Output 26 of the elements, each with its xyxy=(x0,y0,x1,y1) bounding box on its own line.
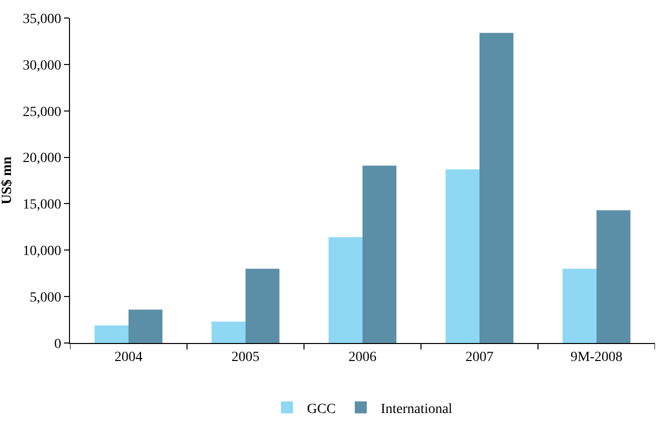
bar xyxy=(596,210,630,343)
y-tick-label: 20,000 xyxy=(22,151,62,166)
y-tick-label: 30,000 xyxy=(22,58,62,74)
y-tick-label: 0 xyxy=(54,336,62,352)
y-tick-label: 15,000 xyxy=(22,198,62,213)
bar xyxy=(212,322,246,343)
legend-label: International xyxy=(380,402,452,417)
bar xyxy=(328,237,362,343)
y-tick-label: 10,000 xyxy=(22,244,62,260)
y-tick-label: 25,000 xyxy=(22,104,62,120)
y-tick-label: 35,000 xyxy=(22,12,62,27)
y-axis-title: US$ mn xyxy=(0,156,15,204)
bar xyxy=(480,32,514,343)
x-tick-label: 2004 xyxy=(114,350,142,365)
bar xyxy=(562,268,596,343)
x-tick-label: 2007 xyxy=(466,350,494,365)
x-tick-label: 2005 xyxy=(232,350,260,365)
bar xyxy=(446,169,480,343)
legend-label: GCC xyxy=(307,402,336,417)
bar xyxy=(94,325,128,343)
x-tick-label: 9M-2008 xyxy=(570,350,623,365)
bar xyxy=(362,166,396,343)
y-tick-label: 5,000 xyxy=(30,290,62,306)
bar xyxy=(128,310,162,343)
x-tick-label: 2006 xyxy=(348,350,376,365)
bar xyxy=(246,268,280,343)
